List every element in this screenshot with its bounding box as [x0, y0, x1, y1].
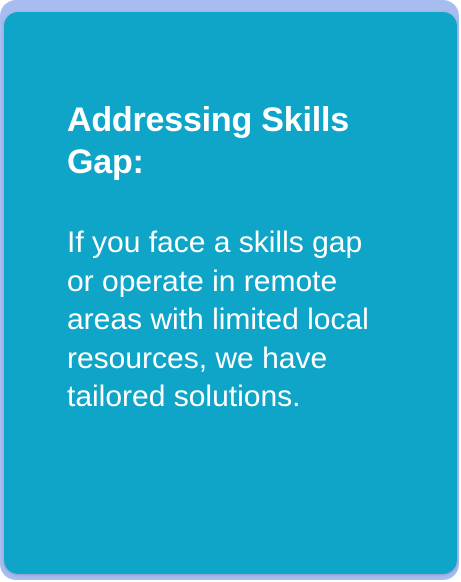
card-body: If you face a skills gap or operate in r…	[67, 226, 369, 413]
info-card: Addressing Skills Gap: If you face a ski…	[4, 12, 457, 574]
card-title: Addressing Skills Gap:	[67, 101, 349, 181]
